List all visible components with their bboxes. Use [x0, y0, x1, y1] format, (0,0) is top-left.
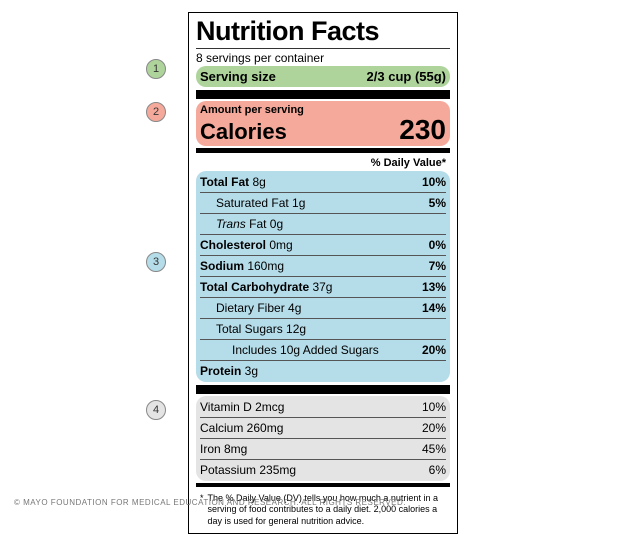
mineral-dv: 20% [422, 421, 446, 436]
nutrient-label: Saturated Fat 1g [200, 196, 305, 211]
mineral-row: Vitamin D 2mcg 10% [200, 397, 446, 417]
mineral-label: Potassium 235mg [200, 463, 296, 478]
nutrient-label: Sodium 160mg [200, 259, 284, 274]
calories-label: Calories [200, 121, 287, 143]
thick-rule [196, 385, 450, 394]
daily-value-header: % Daily Value* [196, 155, 450, 171]
serving-size-row: Serving size 2/3 cup (55g) [196, 66, 450, 87]
nutrient-label: Total Sugars 12g [200, 322, 306, 337]
nutrients-section: Total Fat 8g 10% Saturated Fat 1g 5% Trans F… [196, 171, 450, 382]
nutrient-row: Total Fat 8g 10% [200, 172, 446, 192]
nutrient-label: Trans Fat 0g [200, 217, 283, 232]
nutrient-row: Sodium 160mg 7% [200, 255, 446, 276]
nutrient-row: Trans Fat 0g [200, 213, 446, 234]
medium-rule [196, 483, 450, 487]
servings-per-container: 8 servings per container [196, 50, 450, 66]
mineral-row: Iron 8mg 45% [200, 438, 446, 459]
nutrient-dv: 13% [422, 280, 446, 295]
rule [196, 48, 450, 49]
nutrition-label: Nutrition Facts 8 servings per container… [188, 12, 458, 534]
nutrient-dv: 14% [422, 301, 446, 316]
nutrient-row: Dietary Fiber 4g 14% [200, 297, 446, 318]
medium-rule [196, 148, 450, 153]
thick-rule [196, 90, 450, 99]
nutrient-row: Cholesterol 0mg 0% [200, 234, 446, 255]
mineral-row: Calcium 260mg 20% [200, 417, 446, 438]
nutrient-label: Total Carbohydrate 37g [200, 280, 332, 295]
nutrient-row: Total Sugars 12g [200, 318, 446, 339]
nutrient-label: Total Fat 8g [200, 175, 266, 190]
mineral-label: Vitamin D 2mcg [200, 400, 284, 415]
callout-4: 4 [146, 400, 166, 420]
mineral-dv: 45% [422, 442, 446, 457]
nutrient-dv: 10% [422, 175, 446, 190]
nutrient-row: Includes 10g Added Sugars 20% [200, 339, 446, 360]
minerals-section: Vitamin D 2mcg 10% Calcium 260mg 20% Iron 8m… [196, 396, 450, 481]
serving-size-label: Serving size [200, 69, 276, 84]
mineral-label: Iron 8mg [200, 442, 247, 457]
calories-section: Amount per serving Calories 230 [196, 101, 450, 146]
nutrient-row: Saturated Fat 1g 5% [200, 192, 446, 213]
serving-size-value: 2/3 cup (55g) [367, 69, 446, 84]
mineral-dv: 10% [422, 400, 446, 415]
callout-2: 2 [146, 102, 166, 122]
callout-3: 3 [146, 252, 166, 272]
nutrient-label: Dietary Fiber 4g [200, 301, 301, 316]
footnote: * The % Daily Value (DV) tells you how m… [196, 489, 450, 527]
label-title: Nutrition Facts [196, 18, 450, 47]
calories-value: 230 [399, 116, 446, 144]
nutrient-dv: 0% [429, 238, 446, 253]
nutrient-label: Cholesterol 0mg [200, 238, 293, 253]
mineral-label: Calcium 260mg [200, 421, 283, 436]
mineral-row: Potassium 235mg 6% [200, 459, 446, 480]
nutrient-row: Total Carbohydrate 37g 13% [200, 276, 446, 297]
copyright: © MAYO FOUNDATION FOR MEDICAL EDUCATION … [14, 498, 406, 507]
nutrient-dv: 7% [429, 259, 446, 274]
mineral-dv: 6% [429, 463, 446, 478]
nutrient-dv: 20% [422, 343, 446, 358]
nutrient-label: Protein 3g [200, 364, 258, 379]
nutrient-label: Includes 10g Added Sugars [200, 343, 379, 358]
callout-1: 1 [146, 59, 166, 79]
nutrient-dv: 5% [429, 196, 446, 211]
nutrient-row: Protein 3g [200, 360, 446, 381]
